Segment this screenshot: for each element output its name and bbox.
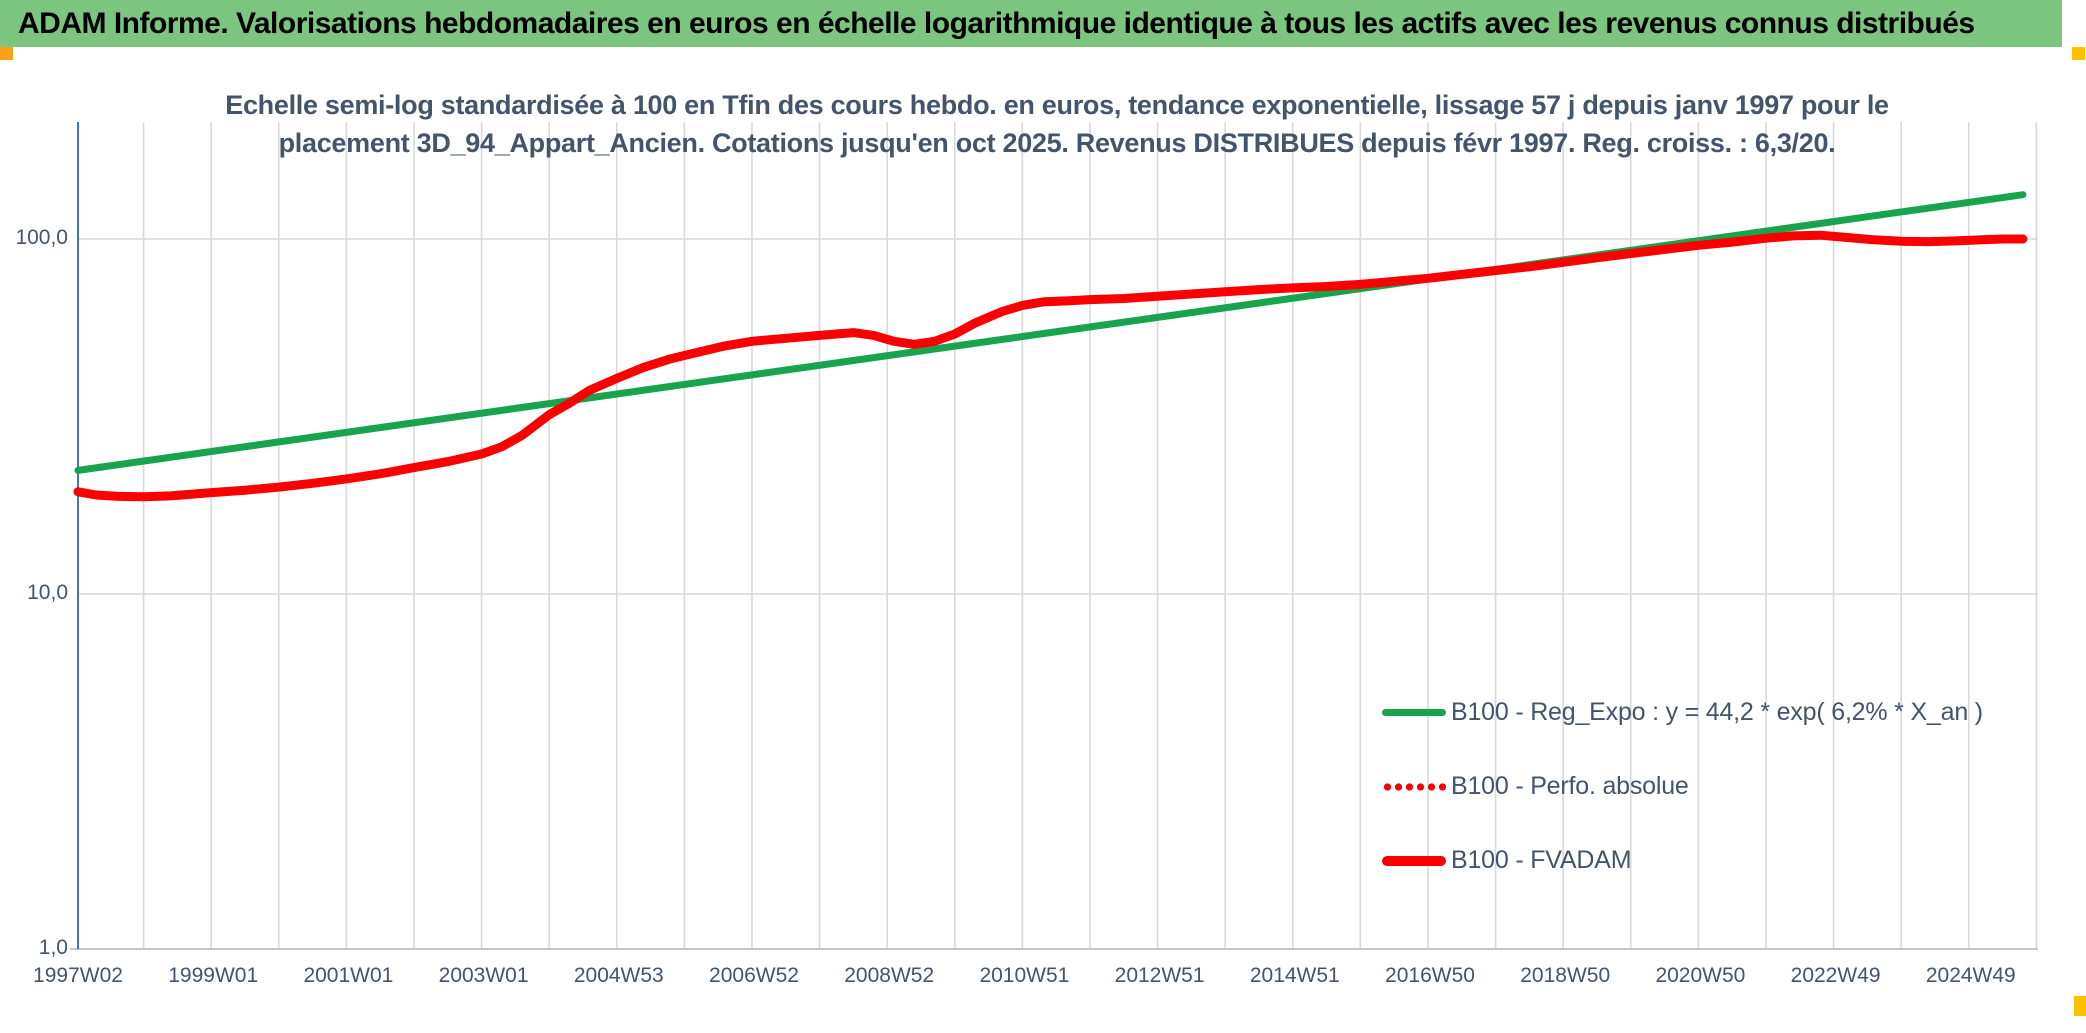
x-tick-label: 2004W53 — [573, 964, 664, 987]
accent-square-top-left — [0, 47, 13, 60]
y-tick-label: 1,0 — [38, 936, 68, 959]
legend-item-reg-expo: B100 - Reg_Expo : y = 44,2 * exp( 6,2% *… — [1382, 698, 1983, 727]
x-tick-label: 2003W01 — [438, 964, 529, 987]
y-tick-label: 10,0 — [27, 581, 68, 604]
accent-square-bottom-right — [2074, 996, 2086, 1016]
series-line-reg_expo — [74, 191, 2027, 474]
legend-item-perfo-absolue: B100 - Perfo. absolue — [1382, 772, 1983, 801]
chart-title: Echelle semi-log standardisée à 100 en T… — [78, 86, 2036, 162]
x-tick-label: 2001W01 — [303, 964, 394, 987]
x-tick-label: 2022W49 — [1790, 964, 1881, 987]
legend-swatch-red-line — [1382, 855, 1446, 866]
x-tick-label: 1997W02 — [33, 964, 123, 987]
legend-item-fvadam: B100 - FVADAM — [1382, 846, 1983, 875]
x-tick-label: 2006W52 — [709, 964, 799, 987]
chart-legend: B100 - Reg_Expo : y = 44,2 * exp( 6,2% *… — [1382, 698, 1983, 875]
x-tick-label: 1999W01 — [168, 964, 259, 987]
x-tick-label: 2020W50 — [1655, 964, 1746, 987]
series-line-perfo. — [74, 231, 2027, 501]
chart-title-line-2: placement 3D_94_Appart_Ancien. Cotations… — [278, 128, 1836, 158]
chart-title-line-1: Echelle semi-log standardisée à 100 en T… — [225, 90, 1889, 120]
legend-swatch-green-line — [1382, 709, 1446, 716]
x-tick-label: 2018W50 — [1520, 964, 1611, 987]
x-tick-label: 2024W49 — [1925, 964, 2016, 987]
x-tick-label: 2008W52 — [844, 964, 935, 987]
legend-label: B100 - Perfo. absolue — [1451, 772, 1689, 800]
y-tick-label: 100,0 — [15, 226, 68, 249]
accent-square-top-right — [2072, 47, 2085, 60]
series-line-fvadam — [73, 230, 2028, 502]
legend-label: B100 - Reg_Expo : y = 44,2 * exp( 6,2% *… — [1451, 698, 1983, 726]
page-title: ADAM Informe. Valorisations hebdomadaire… — [18, 6, 1975, 40]
x-tick-label: 2012W51 — [1114, 964, 1205, 987]
header-bar: ADAM Informe. Valorisations hebdomadaire… — [0, 0, 2062, 47]
x-tick-label: 2016W50 — [1385, 964, 1475, 987]
x-tick-label: 2014W51 — [1249, 964, 1340, 987]
legend-label: B100 - FVADAM — [1451, 846, 1632, 874]
legend-swatch-red-dotted-line — [1382, 782, 1446, 791]
x-tick-label: 2010W51 — [979, 964, 1070, 987]
